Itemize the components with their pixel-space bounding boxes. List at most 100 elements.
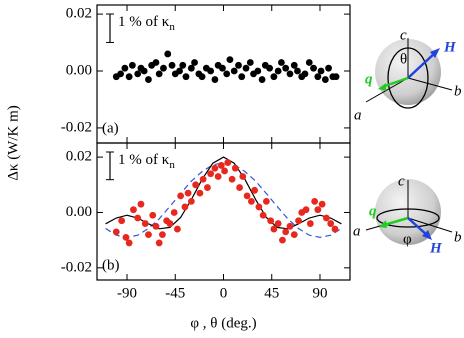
data-point: [134, 70, 142, 78]
data-point: [236, 184, 243, 191]
axis-c: c: [400, 27, 407, 43]
data-point: [117, 70, 124, 78]
y-axis-label: Δκ (W/K m): [5, 105, 21, 181]
data-point: [323, 214, 330, 222]
data-point: [214, 173, 222, 180]
data-point: [301, 70, 309, 78]
data-point: [295, 217, 302, 225]
data-point: [318, 200, 326, 208]
data-point: [294, 67, 301, 75]
data-point: [262, 197, 270, 205]
data-point: [217, 162, 225, 169]
data-point: [184, 189, 192, 197]
arrow-head: [430, 48, 440, 58]
data-point: [125, 239, 133, 247]
data-point: [290, 61, 298, 69]
data-point: [145, 76, 152, 83]
data-point: [199, 175, 207, 183]
scale-sub: n: [169, 21, 175, 33]
y-tick-label: -0.02: [61, 119, 92, 135]
data-point: [141, 220, 149, 227]
panel-label: (a): [102, 120, 119, 136]
data-point: [274, 67, 282, 75]
h-arrow: [407, 51, 437, 79]
data-point: [204, 184, 211, 191]
data-point: [198, 73, 206, 81]
data-point: [255, 203, 263, 211]
scale-sub: n: [169, 159, 175, 171]
x-tick-label: 45: [264, 285, 279, 301]
data-point: [224, 159, 232, 167]
curve: [105, 162, 342, 239]
data-point: [331, 225, 339, 233]
data-point: [242, 64, 250, 72]
data-point: [286, 222, 294, 230]
data-point: [247, 197, 255, 205]
h-label: H: [443, 39, 457, 55]
data-point: [267, 217, 275, 225]
y-tick-label: 0.02: [66, 6, 92, 22]
q-arrow: [381, 76, 409, 89]
data-point: [192, 181, 200, 189]
data-point: [258, 76, 266, 83]
data-point: [128, 61, 136, 69]
data-point: [290, 231, 298, 239]
axis-b: b: [454, 229, 462, 245]
data-point: [174, 225, 181, 233]
data-point: [125, 73, 133, 81]
data-point: [160, 64, 167, 72]
data-point: [121, 64, 129, 72]
y-tick-label: -0.02: [61, 259, 92, 275]
data-point: [310, 64, 317, 72]
data-point: [134, 214, 142, 222]
data-point: [286, 70, 294, 78]
data-point: [152, 222, 160, 230]
x-tick-label: 90: [312, 285, 327, 301]
axis-a: a: [354, 107, 362, 123]
data-point: [182, 73, 190, 81]
data-point: [259, 211, 267, 219]
data-point: [325, 64, 332, 72]
data-point: [140, 67, 148, 75]
data-point: [155, 70, 163, 78]
x-axis-label: φ , θ (deg.): [190, 315, 256, 331]
data-point: [266, 64, 273, 72]
data-point: [282, 64, 290, 72]
data-point: [223, 70, 231, 78]
arrow-head: [379, 220, 387, 228]
q-label: q: [369, 203, 377, 219]
y-tick-label: 0.00: [66, 62, 92, 78]
data-point: [221, 167, 228, 175]
data-point: [207, 170, 215, 178]
x-tick-label: 0: [220, 285, 228, 301]
b-axis: [407, 77, 453, 91]
data-point: [239, 173, 247, 180]
arrow-head: [422, 230, 432, 240]
arrow-head: [378, 83, 386, 91]
y-tick-label: 0.00: [66, 204, 92, 220]
data-point: [231, 164, 239, 172]
scale-text: 1 % of κ: [118, 152, 170, 168]
data-point: [155, 239, 163, 247]
data-point: [306, 220, 314, 227]
data-point: [302, 206, 310, 214]
data-point: [279, 236, 286, 244]
panel-label: (b): [102, 257, 120, 273]
data-point: [238, 73, 246, 81]
q-arrow: [383, 216, 409, 227]
y-tick-label: 0.02: [66, 149, 92, 165]
data-point: [277, 59, 285, 66]
data-point: [311, 197, 319, 205]
a-axis: [365, 77, 409, 103]
data-point: [314, 206, 322, 214]
data-point: [314, 73, 322, 81]
x-tick-label: -45: [165, 285, 185, 301]
scale-text: 1 % of κ: [118, 14, 170, 30]
q-label: q: [365, 71, 373, 87]
h-arrow: [407, 217, 429, 237]
data-point: [254, 67, 262, 75]
data-point: [122, 233, 130, 241]
axis-b: b: [454, 83, 462, 99]
data-point: [327, 220, 335, 227]
